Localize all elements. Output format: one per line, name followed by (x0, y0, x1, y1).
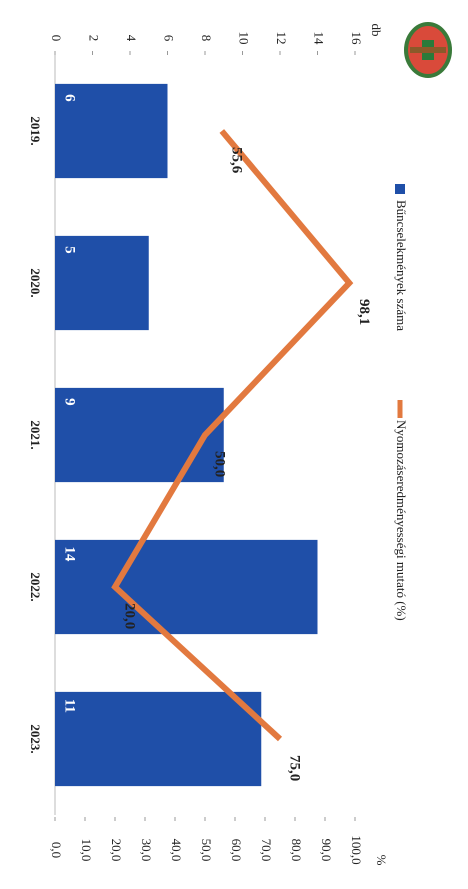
bar-value-label: 14 (62, 546, 78, 562)
y-tick-label: 2 (87, 35, 102, 42)
y2-tick-label: 0,0 (49, 842, 64, 858)
x-tick-label: 2023. (28, 724, 43, 753)
line-value-label: 55,6 (228, 147, 244, 174)
y2-tick-label: 70,0 (259, 839, 274, 862)
y-tick-label: 0 (49, 35, 64, 42)
bar (55, 539, 318, 635)
bar-value-label: 5 (62, 246, 78, 254)
y2-tick-label: 10,0 (79, 839, 94, 862)
bar (55, 235, 149, 331)
y-tick-label: 10 (237, 32, 252, 45)
legend-label: Nyomozáseredményességi mutató (%) (394, 420, 409, 621)
y2-tick-label: 50,0 (199, 839, 214, 862)
legend-label: Bűncselekmények száma (394, 200, 409, 331)
line-value-label: 98,1 (356, 299, 372, 325)
y2-tick-label: 20,0 (109, 839, 124, 862)
x-tick-label: 2021. (28, 420, 43, 449)
bar (55, 83, 168, 179)
line (111, 129, 354, 742)
line-value-label: 20,0 (122, 603, 138, 629)
y2-tick-label: 90,0 (319, 839, 334, 862)
line-value-label: 75,0 (287, 755, 303, 781)
line-value-label: 50,0 (212, 451, 228, 477)
bar-value-label: 11 (62, 699, 78, 713)
rotated-chart: 0 2 4 6 8 10 12 14 16 0,0 10,0 20,0 30,0 40,0 50,0 60,0… (28, 21, 453, 866)
legend-swatch (395, 184, 405, 194)
y-tick-label: 14 (312, 32, 327, 46)
y2-tick-label: 80,0 (289, 839, 304, 862)
y-tick-label: 12 (274, 32, 289, 45)
y2-axis-unit: % (374, 855, 389, 866)
bar (55, 691, 262, 787)
y2-tick-label: 30,0 (139, 839, 154, 862)
bar (55, 387, 224, 483)
x-tick-label: 2020. (28, 268, 43, 297)
police-emblem (403, 21, 453, 79)
y2-tick-label: 60,0 (229, 839, 244, 862)
x-tick-label: 2022. (28, 572, 43, 601)
y-tick-label: 16 (349, 32, 364, 46)
y-axis-unit: db (369, 24, 384, 37)
x-tick-label: 2019. (28, 116, 43, 145)
y-tick-label: 6 (162, 35, 177, 42)
bar-value-label: 9 (62, 398, 78, 406)
y2-tick-label: 100,0 (349, 835, 364, 864)
y-tick-label: 4 (124, 35, 139, 42)
bar-value-label: 6 (62, 94, 78, 102)
y-tick-label: 8 (199, 35, 214, 42)
y2-tick-label: 40,0 (169, 839, 184, 862)
